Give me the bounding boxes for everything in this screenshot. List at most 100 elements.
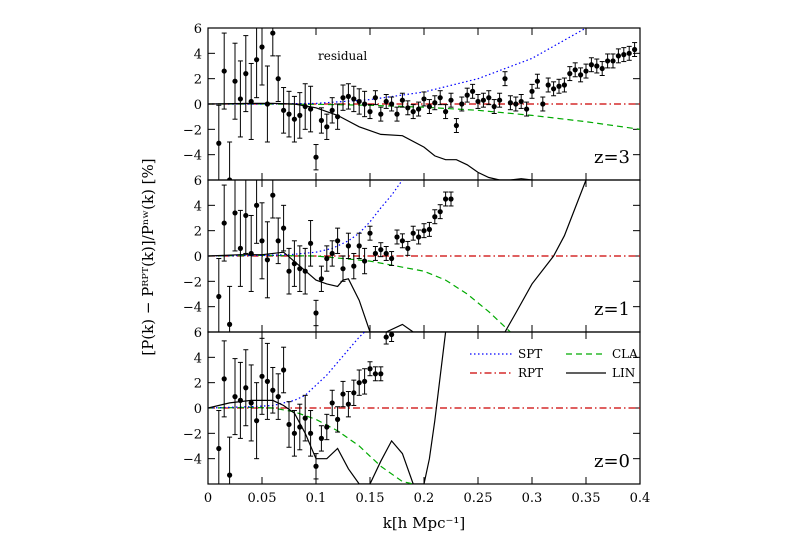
data-point [237, 96, 243, 102]
data-point [297, 266, 303, 272]
data-point [318, 117, 324, 124]
series-spt [208, 28, 587, 105]
panel-label-z0: z=0 [594, 451, 630, 472]
series-cla [208, 254, 511, 332]
y-tick-label: −4 [183, 453, 202, 468]
data-point [437, 95, 443, 101]
data-point [216, 140, 222, 146]
data-point [405, 105, 411, 111]
data-point [416, 106, 422, 112]
data-point [362, 378, 368, 384]
data-point [486, 95, 492, 101]
data-point [470, 88, 476, 94]
data-point [324, 255, 330, 262]
data-point [432, 100, 438, 106]
data-point [335, 114, 341, 120]
data-point [524, 106, 530, 112]
data-point [351, 263, 357, 269]
data-point [313, 154, 319, 160]
data-point [335, 238, 341, 244]
data-point [383, 250, 389, 257]
data-point [281, 107, 287, 113]
y-tick-label: −4 [183, 149, 202, 164]
data-point [270, 387, 276, 393]
data-point [291, 116, 297, 122]
data-point [540, 101, 546, 107]
legend-label-cla: CLA [612, 347, 638, 361]
panel-z3: −4 −2 0 2 4 6 residual z=3 [183, 22, 641, 181]
y-tick-label: 6 [194, 326, 202, 341]
data-point [248, 250, 254, 257]
x-tick-label: 0.2 [414, 491, 435, 506]
x-axis: 0 0.05 0.1 0.15 0.2 0.25 0.3 0.35 0.4 [204, 491, 650, 506]
data-point [626, 50, 632, 56]
data-point [254, 57, 260, 63]
data-point [367, 109, 373, 115]
panel-z1: −4 −2 0 2 4 6 z=1 [183, 174, 641, 333]
data-point [243, 385, 249, 391]
y-tick-label: 0 [194, 250, 202, 265]
data-point [394, 234, 400, 240]
data-point [480, 97, 486, 103]
data-point [227, 177, 233, 180]
data-point [308, 106, 314, 112]
legend-label-lin: LIN [612, 366, 635, 380]
data-point [302, 103, 308, 110]
data-point [621, 52, 627, 58]
series-spt [208, 180, 403, 257]
data-point [529, 88, 535, 94]
data-point [610, 58, 616, 64]
data-point [237, 397, 243, 403]
data-point [518, 98, 524, 105]
data-point [254, 418, 260, 424]
data-point [254, 202, 260, 208]
data-point [329, 400, 335, 406]
y-tick-label: 2 [194, 225, 202, 240]
data-point [281, 225, 287, 231]
data-point [578, 72, 584, 78]
x-tick-label: 0.3 [522, 491, 543, 506]
data-point [475, 98, 481, 105]
data-point [572, 67, 578, 73]
data-point [270, 30, 276, 36]
data-point [594, 63, 600, 69]
data-point [362, 258, 368, 264]
data-point [459, 101, 465, 107]
data-point [372, 95, 378, 101]
series-cla [208, 103, 640, 130]
y-tick-label: 0 [194, 98, 202, 113]
data-point [297, 424, 303, 430]
data-point [264, 378, 270, 384]
y-tick-label: 0 [194, 402, 202, 417]
panel-ticks: −4 −2 0 2 4 6 [183, 326, 641, 484]
data-point [426, 226, 432, 232]
data-point [221, 376, 227, 382]
data-point [394, 111, 400, 117]
panel-points [216, 28, 638, 180]
data-point [232, 78, 238, 84]
x-tick-label: 0.25 [464, 491, 493, 506]
legend-label-spt: SPT [518, 347, 542, 361]
data-point [367, 366, 373, 372]
data-point [216, 293, 222, 300]
data-point [345, 243, 351, 249]
data-point [615, 53, 622, 59]
data-point [378, 371, 384, 377]
data-point [264, 257, 270, 263]
data-point [405, 245, 411, 251]
data-point [356, 380, 362, 386]
y-tick-label: 2 [194, 73, 202, 88]
y-tick-label: −2 [183, 427, 202, 442]
data-point [264, 101, 270, 107]
data-point [497, 97, 503, 103]
data-point [216, 445, 222, 452]
data-point [227, 321, 233, 327]
data-point [416, 234, 422, 240]
x-tick-label: 0.15 [356, 491, 385, 506]
data-point [426, 103, 432, 110]
y-tick-label: −4 [183, 301, 202, 316]
data-point [421, 96, 427, 102]
data-point [383, 98, 389, 105]
data-point [275, 76, 281, 82]
data-point [378, 111, 384, 117]
